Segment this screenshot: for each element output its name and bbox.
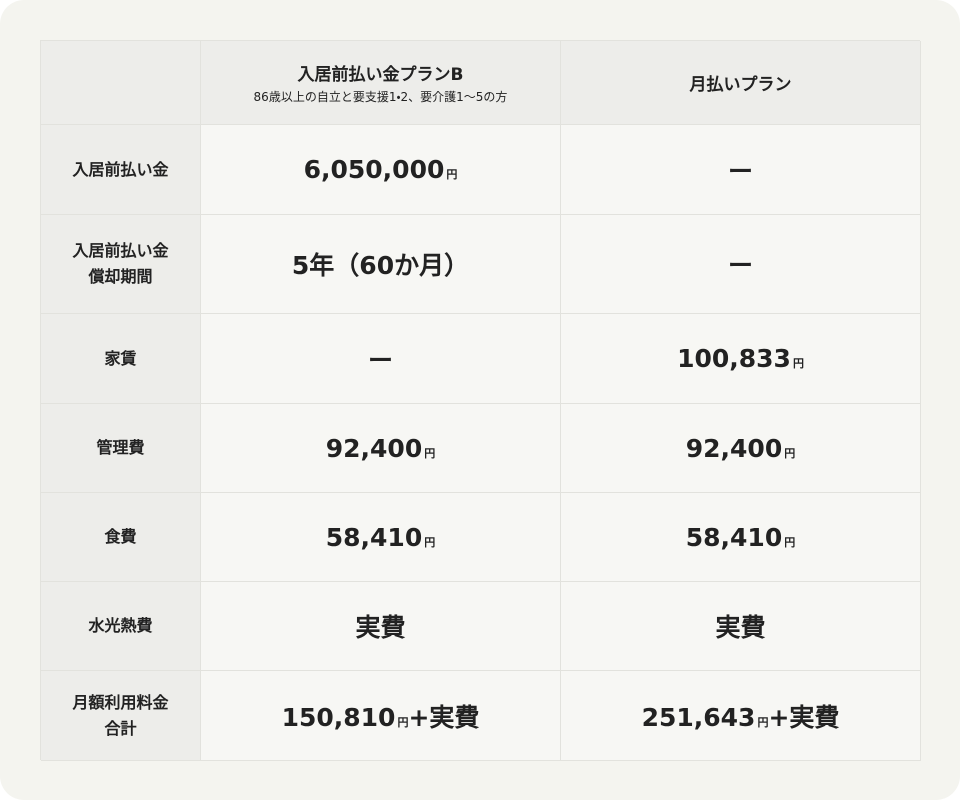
value-cell: 92,400 円 [561,404,921,493]
unit: 円 [784,446,796,460]
amount: 58,410 [325,522,423,552]
amount: 100,833 [677,344,791,373]
row-label: 管理費 [41,404,201,493]
plan-name: 月払いプラン [689,75,792,95]
row-label: 家賃 [41,314,201,404]
amount: 92,400 [325,433,423,463]
plan-name: 入居前払い金プランB [297,65,464,85]
value-cell: 92,400 円 [201,404,561,493]
row-label-line: 管理費 [96,438,145,457]
value-text: 実費 [355,613,406,642]
value-cell: 100,833 円 [561,314,921,404]
value-cell: 5年（60か月） [201,215,561,314]
value-line: ー [368,341,393,377]
value-text: ー [367,345,393,375]
value-cell: 6,050,000 円 [201,125,561,215]
value-cell: 実費 [201,582,561,671]
amount: 92,400 [685,433,783,463]
row-label-line: 入居前払い金 [72,241,169,260]
row-label-line: 償却期間 [88,267,153,286]
row-label: 入居前払い金 [41,125,201,215]
value-cell: 実費 [561,582,921,671]
row-label: 食費 [41,493,201,582]
value-line: ー [728,246,753,282]
value-text: 5年（60か月） [291,251,470,280]
row-label-line: 合計 [104,718,137,738]
unit: 円 [757,715,769,729]
value-line: ー [728,152,753,188]
row-label-line: 食費 [104,527,137,546]
unit: 円 [446,168,458,181]
unit: 円 [792,357,804,370]
row-label-line: 月額利用料金 [72,692,169,712]
value-cell: 251,643 円+実費 [561,671,921,761]
plan-header: 入居前払い金プランB 86歳以上の自立と要支援1・2、要介護1〜5の方 [201,41,561,125]
value-cell: 58,410 円 [561,493,921,582]
value-text: ー [727,156,753,186]
amount: 6,050,000 [303,155,445,184]
amount: 58,410 [685,522,783,552]
value-cell: ー [201,314,561,404]
value-line: 実費 [355,608,405,644]
value-text: ー [727,251,753,280]
plan-header: 月払いプラン [561,41,921,125]
value-line: 92,400 円 [686,434,795,463]
unit: 円 [784,535,796,549]
amount: 150,810 [281,702,396,732]
value-line: 58,410 円 [326,523,435,552]
value-text: 実費 [715,613,766,642]
row-label-line: 入居前払い金 [72,159,169,179]
row-label: 水光熱費 [41,582,201,671]
value-line: 5年（60か月） [292,246,469,282]
unit: 円 [424,535,436,549]
unit: 円 [397,715,409,729]
suffix: +実費 [768,702,840,732]
value-line: 58,410 円 [686,523,795,552]
value-line: 150,810 円+実費 [282,698,480,734]
plan-note: 86歳以上の自立と要支援1・2、要介護1〜5の方 [253,90,508,104]
unit: 円 [424,446,436,460]
value-line: 実費 [715,608,765,644]
value-cell: ー [561,125,921,215]
value-line: 100,833 円 [677,344,804,373]
value-cell: ー [561,215,921,314]
suffix: +実費 [408,702,480,732]
value-line: 251,643 円+実費 [642,698,840,734]
comparison-table: 入居前払い金プランB 86歳以上の自立と要支援1・2、要介護1〜5の方 月払いプラン… [40,40,921,761]
value-cell: 150,810 円+実費 [201,671,561,761]
row-label-line: 水光熱費 [88,616,153,635]
value-cell: 58,410 円 [201,493,561,582]
amount: 251,643 [641,702,756,732]
value-line: 6,050,000 円 [304,155,458,184]
row-label-line: 家賃 [104,348,137,368]
corner-cell [41,41,201,125]
value-line: 92,400 円 [326,434,435,463]
row-label: 月額利用料金 合計 [41,671,201,761]
row-label: 入居前払い金 償却期間 [41,215,201,314]
